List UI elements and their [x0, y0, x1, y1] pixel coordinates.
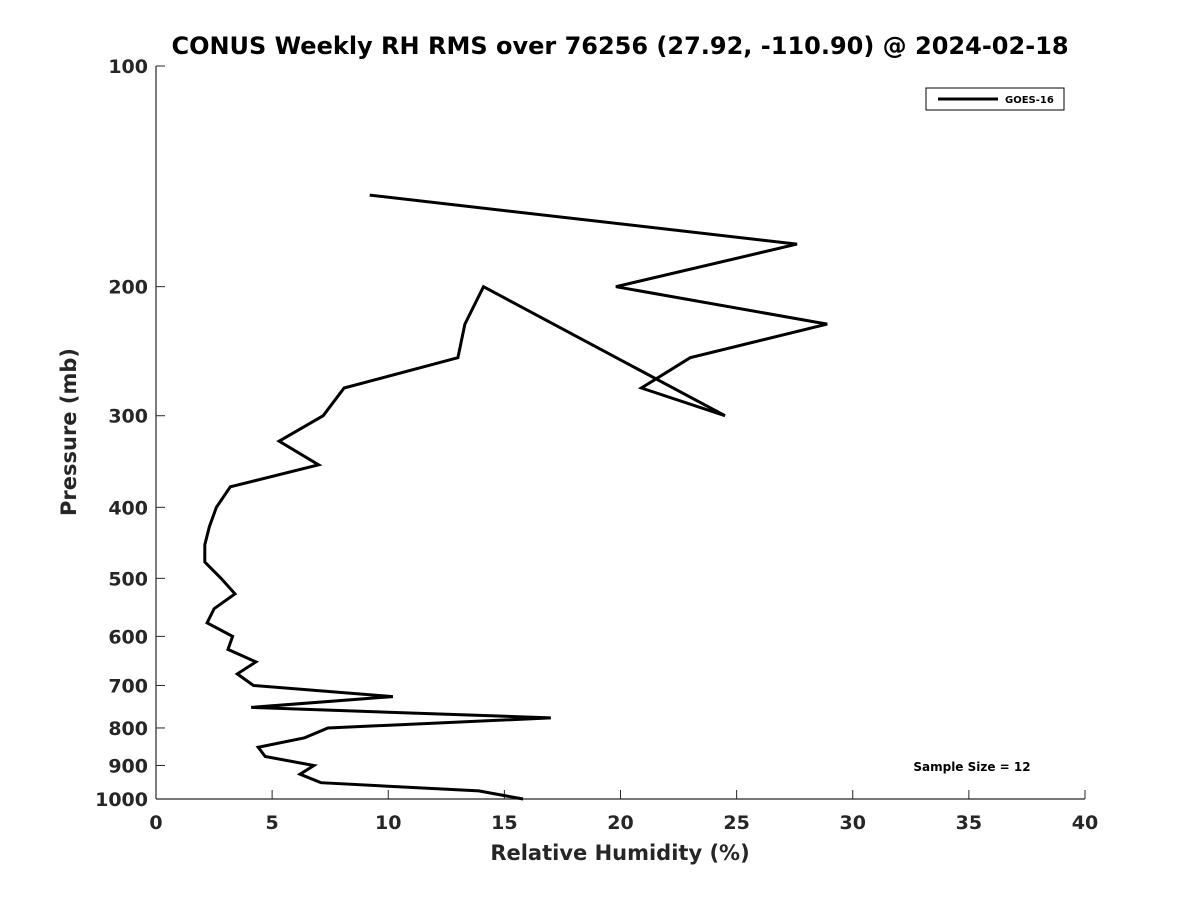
y-axis-label: Pressure (mb): [57, 348, 81, 516]
legend: GOES-16: [925, 87, 1065, 111]
plot-frame: [156, 66, 1085, 799]
x-axis-label: Relative Humidity (%): [490, 841, 749, 865]
y-tick-label: 800: [108, 718, 148, 740]
x-axis: 0 5 10 15 20 25 30 35 40: [149, 790, 1098, 834]
y-tick-label: 200: [108, 277, 148, 299]
y-tick-label: 600: [108, 626, 148, 648]
y-tick-label: 300: [108, 406, 148, 428]
series-line-0: [203, 193, 828, 801]
sample-size-annotation: Sample Size = 12: [913, 760, 1030, 774]
x-tick-label: 20: [607, 812, 633, 834]
y-tick-label: 100: [108, 56, 148, 78]
chart-title: CONUS Weekly RH RMS over 76256 (27.92, -…: [171, 32, 1068, 60]
x-tick-label: 10: [375, 812, 401, 834]
y-tick-label: 400: [108, 497, 148, 519]
y-tick-label: 900: [108, 755, 148, 777]
y-axis: 100 200 300 400 500 600 700 800 900 1000: [95, 56, 165, 811]
x-tick-label: 15: [491, 812, 517, 834]
x-tick-label: 35: [956, 812, 982, 834]
x-tick-label: 30: [840, 812, 866, 834]
y-tick-label: 700: [108, 675, 148, 697]
y-tick-label: 1000: [95, 789, 148, 811]
x-tick-label: 25: [723, 812, 749, 834]
y-tick-label: 500: [108, 568, 148, 590]
x-tick-label: 40: [1072, 812, 1098, 834]
x-tick-label: 0: [149, 812, 162, 834]
x-tick-label: 5: [266, 812, 279, 834]
legend-label-goes16: GOES-16: [1005, 95, 1054, 106]
series-layer: [203, 193, 828, 801]
